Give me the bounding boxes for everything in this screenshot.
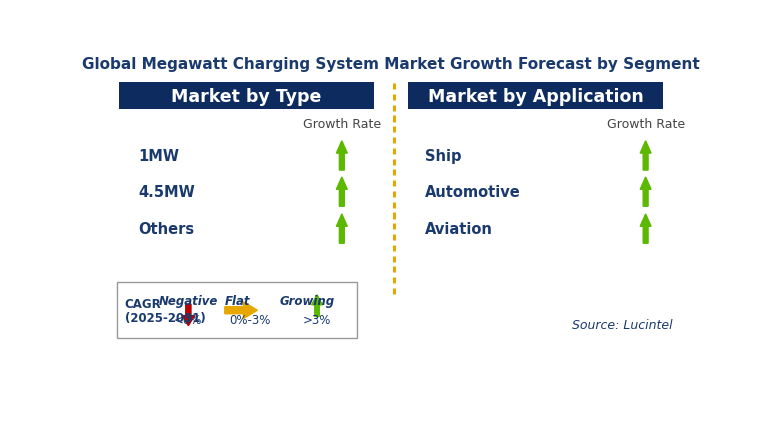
Polygon shape xyxy=(336,141,347,171)
FancyBboxPatch shape xyxy=(117,283,357,338)
Polygon shape xyxy=(640,141,651,171)
Text: Source: Lucintel: Source: Lucintel xyxy=(572,319,673,332)
Text: Global Megawatt Charging System Market Growth Forecast by Segment: Global Megawatt Charging System Market G… xyxy=(82,56,700,71)
Text: Market by Type: Market by Type xyxy=(172,88,322,105)
Text: Growth Rate: Growth Rate xyxy=(607,117,684,130)
Polygon shape xyxy=(225,302,257,319)
Text: Negative: Negative xyxy=(159,295,218,308)
Polygon shape xyxy=(640,215,651,244)
Text: <0%: <0% xyxy=(174,313,202,326)
Text: 0%-3%: 0%-3% xyxy=(230,313,271,326)
Polygon shape xyxy=(336,178,347,207)
Text: Aviation: Aviation xyxy=(425,221,493,237)
Text: (2025-2031): (2025-2031) xyxy=(125,311,205,324)
Text: Growing: Growing xyxy=(279,295,334,308)
Text: Market by Application: Market by Application xyxy=(428,88,643,105)
Text: Ship: Ship xyxy=(425,149,462,163)
Text: CAGR: CAGR xyxy=(125,297,162,310)
Polygon shape xyxy=(336,215,347,244)
FancyBboxPatch shape xyxy=(118,83,375,110)
Polygon shape xyxy=(640,178,651,207)
FancyBboxPatch shape xyxy=(407,83,664,110)
Text: 4.5MW: 4.5MW xyxy=(138,185,195,200)
Text: Growth Rate: Growth Rate xyxy=(303,117,381,130)
Polygon shape xyxy=(182,304,195,326)
Text: Flat: Flat xyxy=(224,295,250,308)
Text: Automotive: Automotive xyxy=(425,185,520,200)
Polygon shape xyxy=(311,295,323,316)
Text: >3%: >3% xyxy=(303,313,331,326)
Text: 1MW: 1MW xyxy=(138,149,179,163)
Text: Others: Others xyxy=(138,221,194,237)
